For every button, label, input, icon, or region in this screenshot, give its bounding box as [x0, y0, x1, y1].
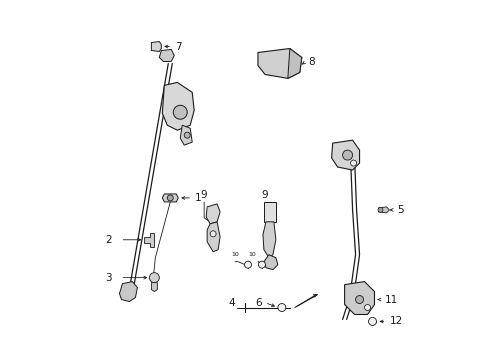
Polygon shape: [207, 222, 220, 252]
Circle shape: [167, 195, 173, 201]
Polygon shape: [162, 194, 178, 202]
Text: 1: 1: [195, 193, 202, 203]
Circle shape: [343, 150, 353, 160]
Polygon shape: [180, 125, 192, 145]
Circle shape: [368, 318, 376, 325]
Circle shape: [278, 303, 286, 311]
Polygon shape: [258, 49, 302, 78]
Polygon shape: [120, 282, 137, 302]
Polygon shape: [145, 233, 154, 247]
Polygon shape: [332, 140, 360, 170]
Circle shape: [258, 261, 266, 268]
Circle shape: [210, 231, 216, 237]
Polygon shape: [151, 41, 161, 51]
Circle shape: [378, 207, 383, 212]
Circle shape: [356, 296, 364, 303]
Polygon shape: [288, 49, 302, 78]
Polygon shape: [264, 255, 278, 270]
Circle shape: [184, 132, 190, 138]
Text: 10: 10: [248, 252, 256, 257]
Circle shape: [173, 105, 187, 119]
Text: 6: 6: [255, 297, 262, 307]
Text: 11: 11: [385, 294, 398, 305]
Text: 9: 9: [201, 190, 207, 200]
Polygon shape: [378, 207, 390, 213]
Polygon shape: [206, 204, 220, 224]
Text: 12: 12: [390, 316, 403, 327]
Text: 3: 3: [105, 273, 112, 283]
Text: 2: 2: [105, 235, 112, 245]
Polygon shape: [264, 202, 276, 222]
Polygon shape: [151, 283, 157, 292]
Text: 7: 7: [175, 41, 182, 51]
Circle shape: [365, 305, 370, 310]
Circle shape: [149, 273, 159, 283]
Text: 8: 8: [308, 58, 315, 67]
Text: 10: 10: [231, 252, 239, 257]
Polygon shape: [159, 50, 174, 62]
Text: 5: 5: [397, 205, 404, 215]
Text: 9: 9: [262, 190, 268, 200]
Polygon shape: [344, 282, 374, 315]
Circle shape: [245, 261, 251, 268]
Text: 4: 4: [228, 297, 235, 307]
Circle shape: [350, 160, 357, 166]
Polygon shape: [263, 222, 276, 258]
Polygon shape: [162, 82, 194, 130]
